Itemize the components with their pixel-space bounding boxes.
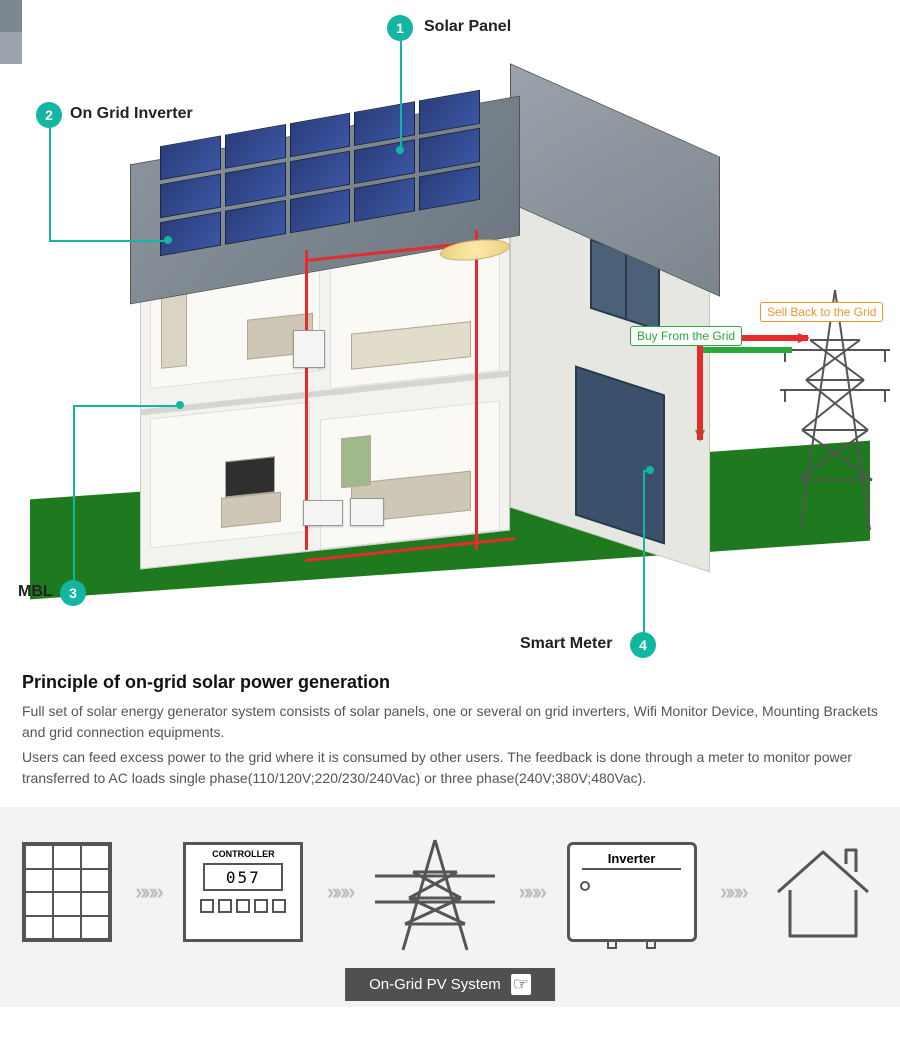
callout-label-2: On Grid Inverter [70, 105, 193, 123]
leader-dot [176, 401, 184, 409]
smart-meter-2 [0, 32, 22, 64]
principle-heading: Principle of on-grid solar power generat… [22, 672, 878, 693]
flow-controller-icon: CONTROLLER 057 [183, 842, 303, 942]
leader-dot [646, 466, 654, 474]
house [140, 110, 700, 540]
callout-label-1: Solar Panel [424, 18, 511, 36]
pointer-icon: ☞ [511, 974, 531, 995]
leader-dot [164, 236, 172, 244]
house-diagram: Buy From the Grid Sell Back to the Grid … [0, 0, 900, 660]
flow-solar-panel-icon [22, 842, 112, 942]
flow-arrow-icon: »»» [327, 879, 352, 905]
door-right [575, 365, 665, 544]
callout-badge-3: 3 [60, 580, 86, 606]
sell-to-grid-label: Sell Back to the Grid [760, 302, 883, 322]
mbl-device-2 [350, 498, 384, 526]
leader-line [49, 128, 51, 240]
flow-house-icon [768, 842, 878, 942]
leader-dot [396, 146, 404, 154]
smart-meter-1 [0, 0, 22, 32]
room-lower-left [150, 402, 310, 549]
leader-line [73, 405, 180, 407]
leader-line [73, 405, 75, 580]
room-lower-right [320, 401, 500, 550]
callout-label-4: Smart Meter [520, 635, 612, 653]
mbl-device [303, 500, 343, 526]
flow-inverter-icon: Inverter [567, 842, 697, 942]
leader-line [49, 240, 168, 242]
principle-para-2: Users can feed excess power to the grid … [22, 747, 878, 789]
flow-title: On-Grid PV System [369, 976, 501, 993]
wire [475, 230, 478, 550]
inverter-device [293, 330, 325, 368]
flow-tower-icon [375, 832, 495, 952]
principle-para-1: Full set of solar energy generator syste… [22, 701, 878, 743]
flow-strip: »»» CONTROLLER 057 »»» »»» [0, 807, 900, 1007]
callout-badge-1: 1 [387, 15, 413, 41]
roof [130, 100, 710, 250]
flow-arrow-icon: »»» [720, 879, 745, 905]
controller-lcd: 057 [203, 863, 283, 891]
leader-line [400, 41, 402, 150]
callout-label-3: MBL [18, 583, 53, 601]
principle-section: Principle of on-grid solar power generat… [0, 660, 900, 799]
flow-arrow-icon: »»» [135, 879, 160, 905]
flow-arrow-icon: »»» [518, 879, 543, 905]
buy-from-grid-label: Buy From the Grid [630, 326, 742, 346]
inverter-label: Inverter [582, 851, 681, 870]
callout-badge-2: 2 [36, 102, 62, 128]
controller-label: CONTROLLER [212, 849, 275, 859]
callout-badge-4: 4 [630, 632, 656, 658]
flow-title-bar: On-Grid PV System ☞ [345, 968, 555, 1001]
leader-line [643, 470, 645, 632]
